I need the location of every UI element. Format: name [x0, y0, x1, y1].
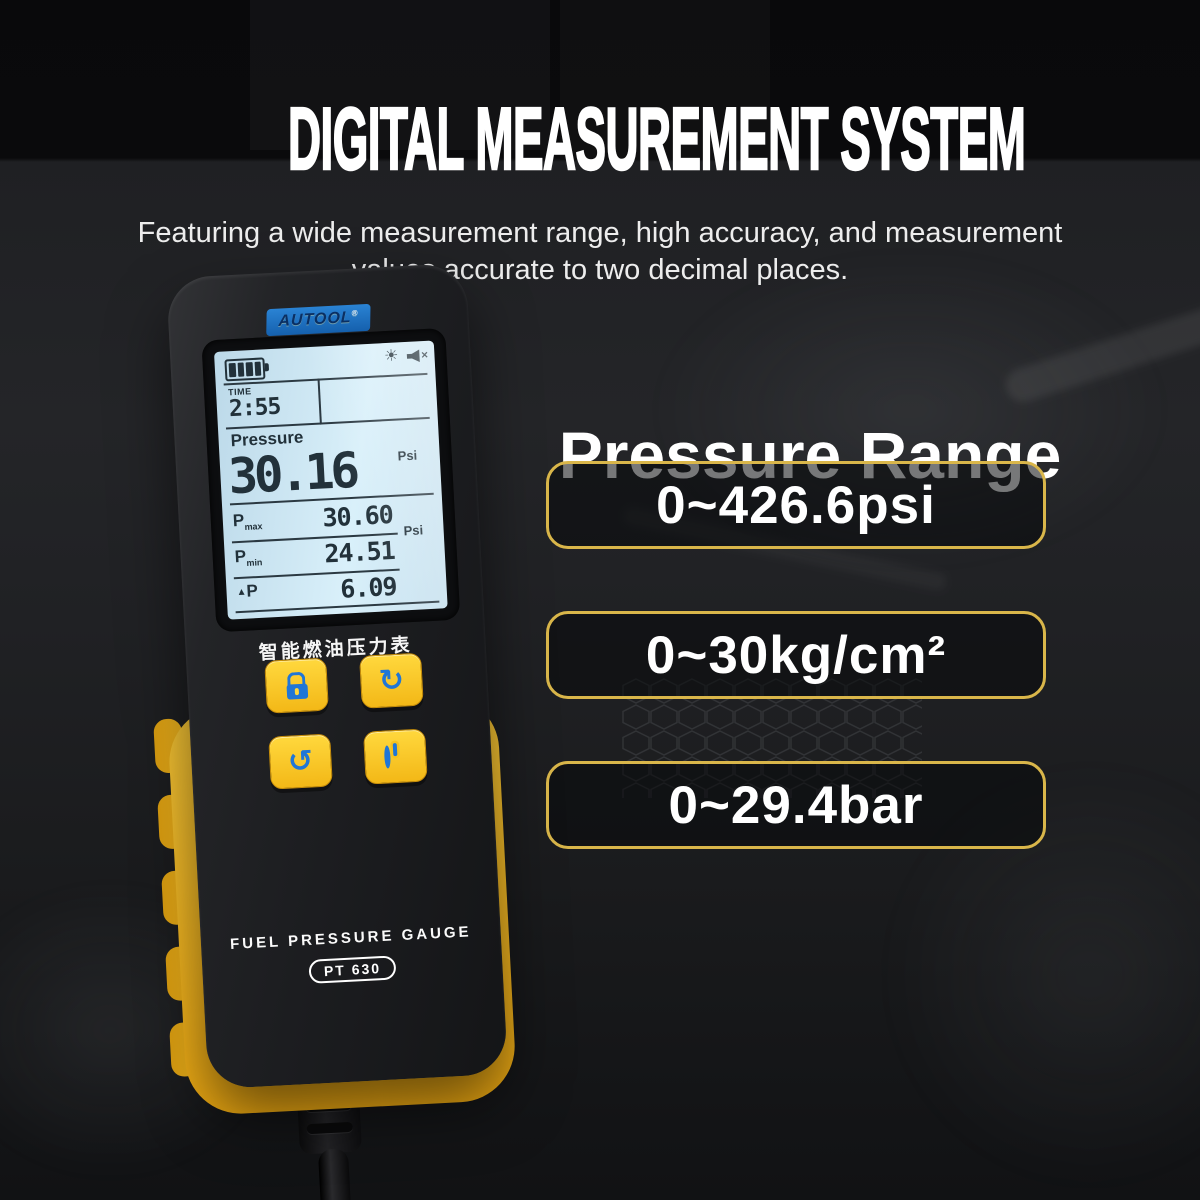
undo-button: ↺: [268, 733, 333, 790]
delta-p-label: ▲P: [236, 581, 259, 601]
lcd-divider: [231, 532, 398, 544]
pmax-label: Pmax: [232, 510, 263, 533]
sub-unit: Psi: [403, 522, 424, 539]
screen-bezel: ☀ ✕ TIME 2:55 Pressure 30.16 Psi Pmax 3: [201, 327, 461, 633]
range-box-kgcm2: 0~30kg/cm²: [546, 611, 1046, 699]
lcd-divider: [233, 568, 400, 580]
range-box-psi: 0~426.6psi: [546, 461, 1046, 549]
lcd-display: ☀ ✕ TIME 2:55 Pressure 30.16 Psi Pmax 3: [213, 340, 448, 620]
lcd-divider: [229, 492, 434, 506]
model-badge: PT 630: [308, 955, 397, 984]
time-value: 2:55: [228, 393, 282, 423]
backlight-icon: ☀: [383, 347, 399, 366]
speaker-mute-icon: ✕: [407, 349, 429, 363]
pmin-label: Pmin: [234, 546, 263, 568]
battery-icon: [224, 357, 266, 382]
pressure-label: Pressure: [230, 427, 304, 451]
device-body: AUTOOL® ☀ ✕ TIME 2:55 Pressu: [166, 262, 509, 1090]
lock-button: [264, 657, 329, 714]
lock-icon: [285, 671, 308, 700]
product-label-english: FUEL PRESSURE GAUGE: [229, 923, 473, 953]
product-label-chinese: 智能燃油压力表: [258, 635, 414, 665]
lcd-divider: [317, 378, 322, 425]
lcd-divider: [235, 600, 440, 614]
lcd-divider: [225, 416, 430, 430]
range-value-kgcm2: 0~30kg/cm²: [645, 625, 947, 685]
connector-groove: [306, 1121, 353, 1135]
undo-icon: ↺: [287, 742, 314, 780]
registered-mark: ®: [351, 308, 359, 318]
range-value-psi: 0~426.6psi: [656, 475, 936, 535]
cycle-icon: ↻: [377, 662, 405, 699]
pmin-value: 24.51: [323, 535, 396, 569]
sensor-cable: [317, 1148, 366, 1200]
fuel-pressure-gauge-device: AUTOOL® ☀ ✕ TIME 2:55 Pressu: [126, 261, 555, 1200]
pmax-value: 30.60: [321, 499, 394, 533]
delta-p-value: 6.09: [339, 571, 398, 604]
range-value-bar: 0~29.4bar: [668, 775, 924, 835]
power-button: [363, 728, 428, 785]
lcd-divider: [223, 372, 428, 386]
subtitle-line-1: Featuring a wide measurement range, high…: [137, 217, 1063, 249]
speaker-glyph: [407, 349, 421, 363]
mute-x-glyph: ✕: [420, 349, 429, 361]
page-title: DIGITAL MEASUREMENT SYSTEM: [287, 88, 1026, 188]
cycle-button: ↻: [359, 652, 424, 709]
range-box-bar: 0~29.4bar: [546, 761, 1046, 849]
background-pipe: [1001, 287, 1200, 407]
main-unit: Psi: [397, 447, 418, 464]
main-pressure-reading: 30.16: [227, 441, 358, 506]
brand-name: AUTOOL: [278, 309, 352, 330]
power-icon: [383, 742, 407, 770]
time-label: TIME: [227, 386, 252, 398]
